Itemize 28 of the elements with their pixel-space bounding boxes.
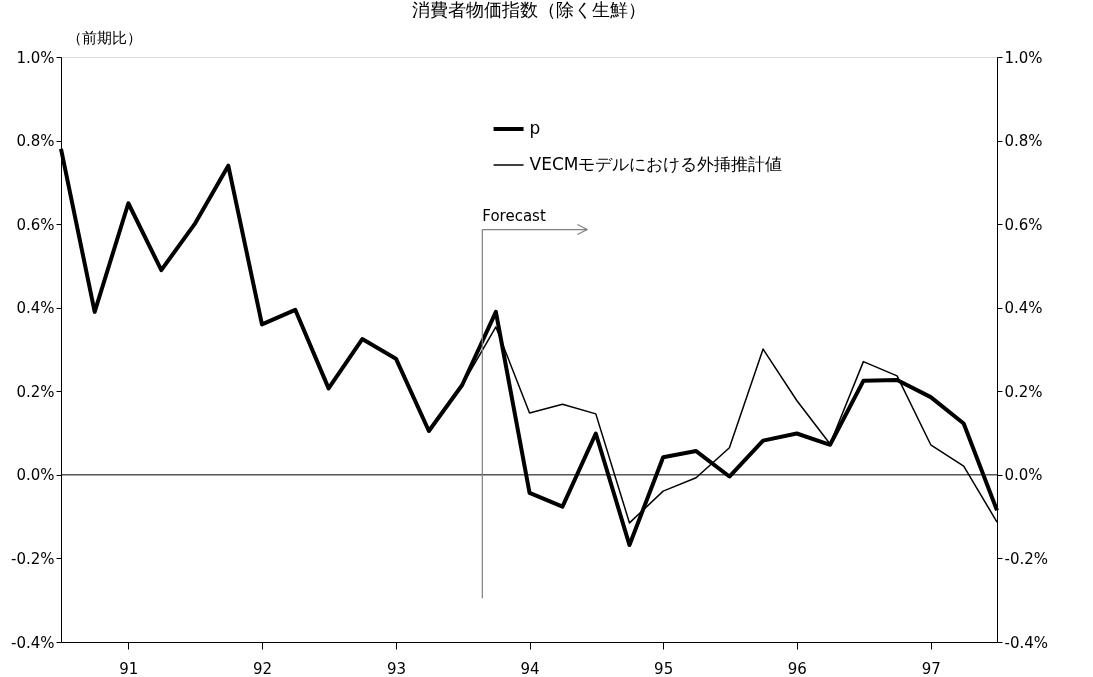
x-tick-label: 91 [119, 659, 139, 677]
x-tick-label: 96 [787, 659, 807, 677]
x-tick-label: 93 [386, 659, 406, 677]
y2-tick-label: 0.6% [1004, 215, 1043, 234]
y-tick-label: 0.6% [16, 215, 55, 234]
y-tick-label: 0.0% [16, 466, 55, 485]
chart-title: 消費者物価指数（除く生鮮） [412, 0, 646, 20]
y2-tick-label: 1.0% [1004, 48, 1043, 67]
x-tick-label: 94 [520, 659, 540, 677]
x-tick-label: 97 [921, 659, 941, 677]
y-tick-label: -0.4% [10, 633, 55, 652]
y2-tick-label: 0.0% [1004, 466, 1043, 485]
y-tick-label: 0.4% [16, 299, 55, 318]
x-tick-label: 92 [252, 659, 273, 677]
x-tick-label: 95 [654, 659, 674, 677]
y-axis-title: （前期比） [66, 28, 142, 47]
y-tick-label: 0.2% [16, 382, 55, 401]
legend-label: p [529, 118, 541, 138]
y2-tick-label: 0.2% [1004, 382, 1043, 401]
y2-tick-label: -0.4% [1004, 633, 1049, 652]
y-tick-label: -0.2% [10, 549, 55, 568]
y-tick-label: 0.8% [16, 132, 55, 151]
y2-tick-label: -0.2% [1004, 549, 1049, 568]
y-tick-label: 1.0% [16, 48, 55, 67]
ref-line-label: Forecast [482, 206, 546, 225]
y2-tick-label: 0.4% [1004, 299, 1043, 318]
y2-tick-label: 0.8% [1004, 132, 1043, 151]
legend-label: VECMモデルにおける外挿推計値 [529, 154, 783, 174]
